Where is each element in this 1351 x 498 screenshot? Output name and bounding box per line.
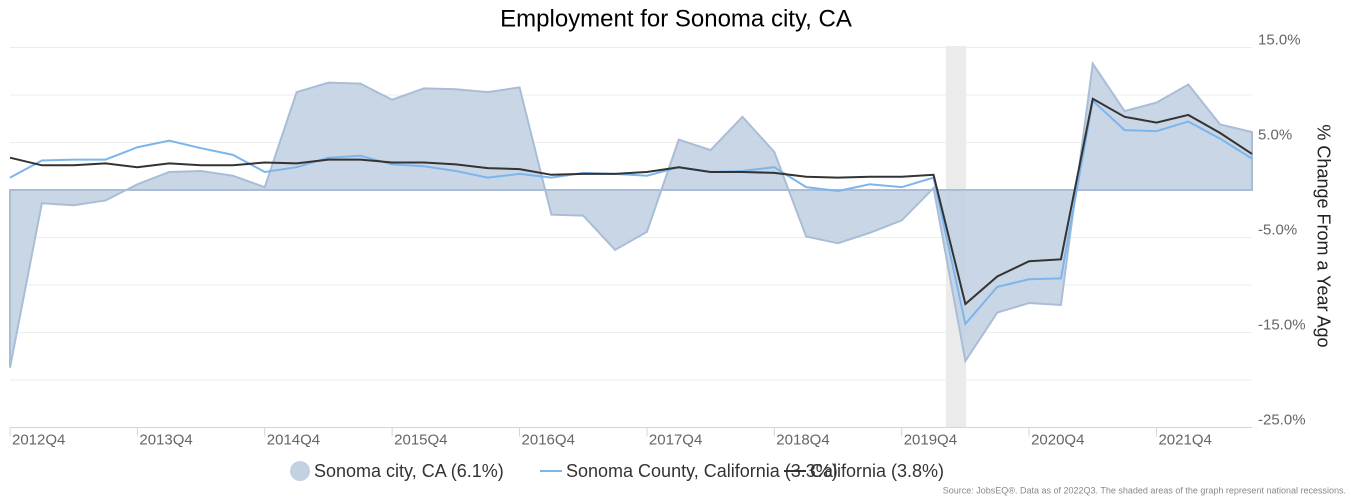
y-tick-label: 15.0% xyxy=(1258,31,1301,48)
legend-label: California (3.8%) xyxy=(810,461,944,481)
legend-swatch xyxy=(290,461,310,481)
chart-title: Employment for Sonoma city, CA xyxy=(500,5,852,32)
x-tick-label: 2016Q4 xyxy=(522,431,575,448)
y-tick-label: -5.0% xyxy=(1258,221,1297,238)
line xyxy=(9,98,1253,327)
y-tick-label: 5.0% xyxy=(1258,126,1292,143)
source-note: Source: JobsEQ®. Data as of 2022Q3. The … xyxy=(943,485,1346,495)
x-tick-label: 2020Q4 xyxy=(1031,431,1084,448)
x-tick-label: 2017Q4 xyxy=(649,431,702,448)
x-tick-label: 2014Q4 xyxy=(267,431,320,448)
legend-label: Sonoma County, California (3.3%) xyxy=(566,461,838,481)
legend: Sonoma city, CA (6.1%) Sonoma County, Cal… xyxy=(290,461,944,481)
plot xyxy=(9,47,1253,437)
x-tick-label: 2013Q4 xyxy=(139,431,192,448)
x-tick-label: 2012Q4 xyxy=(12,431,65,448)
legend-label: Sonoma city, CA (6.1%) xyxy=(314,461,504,481)
y-tick-label: -15.0% xyxy=(1258,316,1306,333)
x-tick-label: 2018Q4 xyxy=(776,431,829,448)
x-tick-label: 2015Q4 xyxy=(394,431,447,448)
y-axis-title: % Change From a Year Ago xyxy=(1313,124,1333,347)
line xyxy=(9,97,1253,306)
y-tick-label: -25.0% xyxy=(1258,411,1306,428)
x-tick-label: 2021Q4 xyxy=(1158,431,1211,448)
x-tick-label: 2019Q4 xyxy=(904,431,957,448)
area xyxy=(9,60,1253,368)
